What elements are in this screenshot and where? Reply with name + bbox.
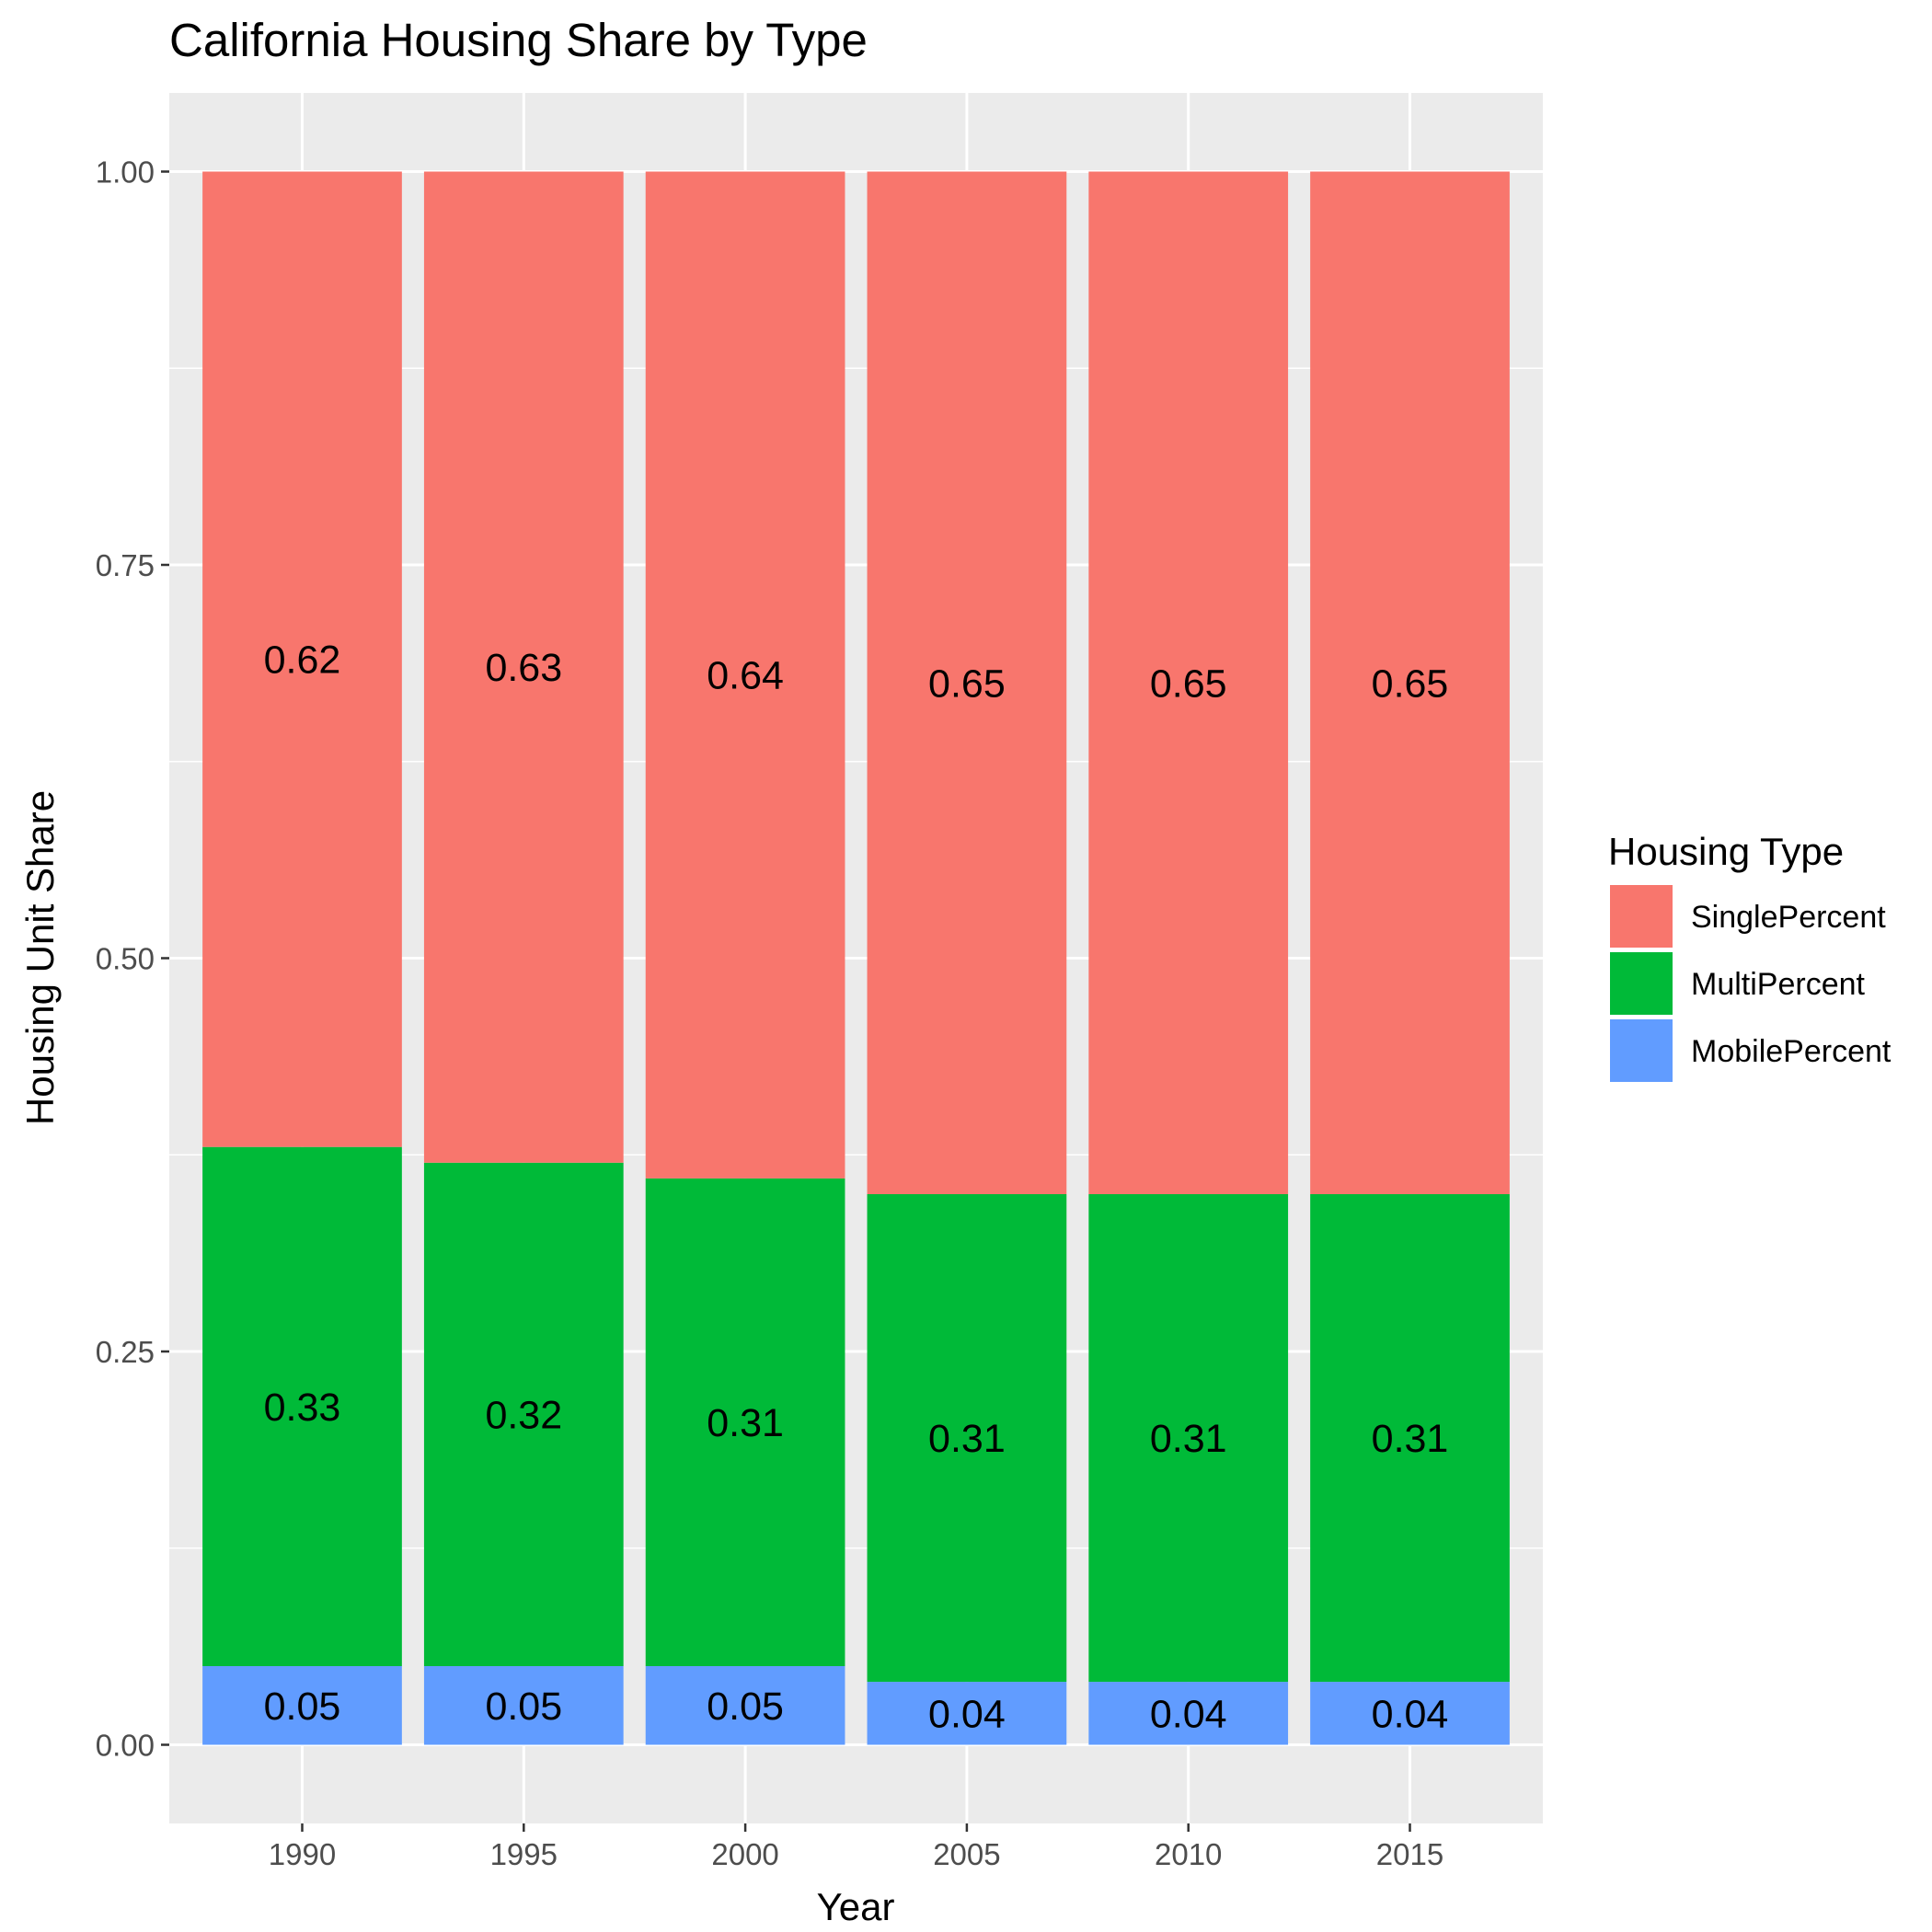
y-tick-label: 0.75 xyxy=(96,548,155,582)
bar-segment xyxy=(423,1666,624,1745)
legend-label: MultiPercent xyxy=(1691,967,1866,1002)
data-label: 0.33 xyxy=(264,1386,341,1430)
y-tick-label: 0.00 xyxy=(96,1729,155,1763)
legend: Housing Type SinglePercent MultiPercent Mo… xyxy=(1608,830,1892,1082)
y-tick-label: 0.25 xyxy=(96,1335,155,1369)
bar-segment xyxy=(645,1178,845,1666)
data-label: 0.65 xyxy=(1150,661,1227,706)
legend-label: MobilePercent xyxy=(1691,1034,1892,1069)
data-label: 0.64 xyxy=(707,654,784,698)
y-axis-title: Housing Unit Share xyxy=(18,790,62,1125)
bar-segment xyxy=(202,1146,402,1666)
bar-segment xyxy=(645,171,845,1179)
data-label: 0.31 xyxy=(707,1401,784,1445)
data-label: 0.05 xyxy=(707,1685,784,1729)
legend-title: Housing Type xyxy=(1608,830,1844,873)
x-axis: 1990 1995 2000 2005 2010 2015 xyxy=(269,1823,1443,1871)
legend-label: SinglePercent xyxy=(1691,900,1886,935)
data-label: 0.31 xyxy=(1372,1417,1449,1461)
bar-segment xyxy=(1310,1194,1510,1683)
bar-segment xyxy=(645,1666,845,1745)
bars xyxy=(202,171,1510,1745)
bar-segment xyxy=(867,1682,1067,1745)
data-label: 0.65 xyxy=(928,661,1006,706)
x-tick-label: 1995 xyxy=(490,1837,558,1871)
x-axis-title: Year xyxy=(817,1885,895,1928)
y-tick-label: 1.00 xyxy=(96,155,155,190)
legend-key xyxy=(1610,1019,1673,1082)
x-tick-label: 2000 xyxy=(711,1837,778,1871)
bar-segment xyxy=(423,171,624,1163)
data-label: 0.04 xyxy=(1372,1692,1449,1736)
bar-segment xyxy=(1088,1194,1289,1683)
data-label: 0.62 xyxy=(264,638,341,683)
legend-key xyxy=(1610,885,1673,948)
y-tick-label: 0.50 xyxy=(96,942,155,976)
data-label: 0.63 xyxy=(485,646,562,690)
bar-segment xyxy=(202,1666,402,1745)
data-label: 0.04 xyxy=(928,1692,1006,1736)
data-label: 0.05 xyxy=(264,1685,341,1729)
bar-segment xyxy=(867,171,1067,1194)
x-tick-label: 2005 xyxy=(933,1837,1000,1871)
y-axis: 0.00 0.25 0.50 0.75 1.00 xyxy=(96,155,169,1763)
legend-key xyxy=(1610,952,1673,1015)
bar-segment xyxy=(1310,1682,1510,1745)
x-tick-label: 1990 xyxy=(269,1837,336,1871)
bar-segment xyxy=(423,1162,624,1666)
data-label: 0.31 xyxy=(928,1417,1006,1461)
bar-segment xyxy=(202,171,402,1147)
x-tick-label: 2010 xyxy=(1155,1837,1222,1871)
bar-segment xyxy=(867,1194,1067,1683)
data-label: 0.05 xyxy=(485,1685,562,1729)
chart-title: California Housing Share by Type xyxy=(169,14,868,66)
data-label: 0.65 xyxy=(1372,661,1449,706)
x-tick-label: 2015 xyxy=(1376,1837,1443,1871)
bar-segment xyxy=(1088,1682,1289,1745)
data-label: 0.31 xyxy=(1150,1417,1227,1461)
bar-segment xyxy=(1310,171,1510,1194)
data-labels: 0.05 0.33 0.62 0.05 0.32 0.63 0.05 0.31 0.64 0.04… xyxy=(264,638,1449,1737)
bar-segment xyxy=(1088,171,1289,1194)
data-label: 0.04 xyxy=(1150,1692,1227,1736)
data-label: 0.32 xyxy=(485,1393,562,1437)
